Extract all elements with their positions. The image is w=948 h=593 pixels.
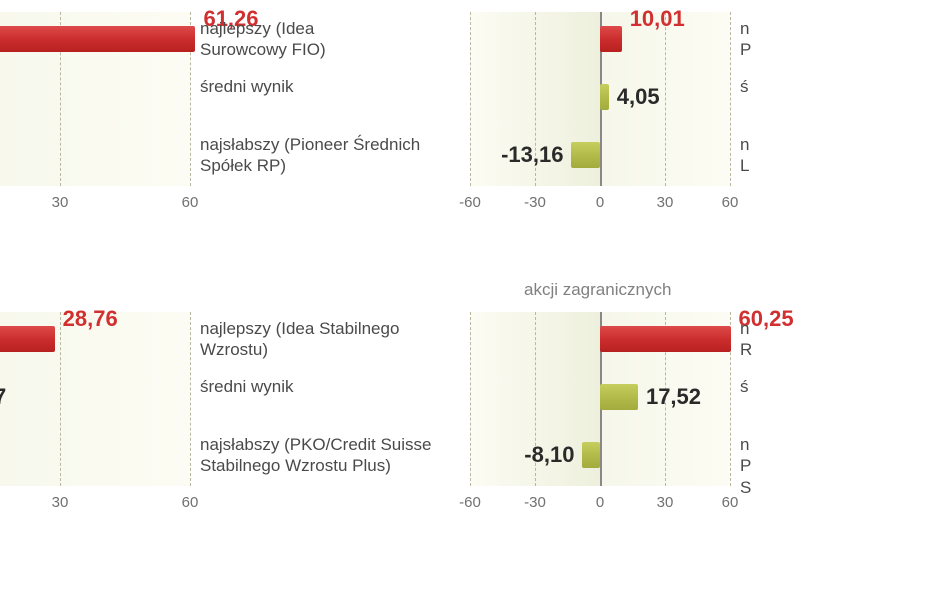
bar-best — [600, 326, 731, 352]
chart-area: 60,25nR17,52ś-8,10nPS — [470, 312, 730, 486]
bar — [600, 384, 638, 410]
chart-row — [0, 428, 190, 483]
grid-line — [190, 312, 191, 486]
x-axis: 3060 — [0, 488, 190, 516]
row-label: ś — [740, 76, 749, 97]
panel-tr: rynku pieniężnego10,01nP4,05ś-13,16nL-60… — [470, 0, 948, 216]
bar — [582, 442, 600, 468]
row-label: nP — [740, 18, 751, 61]
panel-tl: 61,26najlepszy (IdeaSurowcowy FIO)3,97 śr… — [0, 0, 410, 216]
tick-label: -30 — [524, 494, 546, 511]
chart-row: 17,52 — [470, 370, 730, 425]
bar-best — [0, 26, 195, 52]
chart-row: 10,01 — [470, 12, 730, 67]
chart-row: 60,25 — [470, 312, 730, 367]
chart-area: 28,76najlepszy (Idea StabilnegoWzrostu)5… — [0, 312, 190, 486]
tick-label: 30 — [657, 494, 674, 511]
row-label: najsłabszy (Pioneer ŚrednichSpółek RP) — [200, 134, 420, 177]
bar-best — [0, 326, 55, 352]
tick-label: 60 — [722, 194, 739, 211]
bar-best — [600, 26, 622, 52]
tick-label: -30 — [524, 194, 546, 211]
row-label: najlepszy (IdeaSurowcowy FIO) — [200, 18, 326, 61]
tick-label: 30 — [52, 194, 69, 211]
x-axis: -60-3003060 — [470, 188, 730, 216]
bar-value: 17,52 — [646, 384, 701, 410]
chart-row: -13,16 — [470, 128, 730, 183]
tick-label: 0 — [596, 194, 604, 211]
chart-row: 3,97 — [0, 70, 190, 125]
panel-bl: 28,76najlepszy (Idea StabilnegoWzrostu)5… — [0, 280, 410, 516]
row-label: najlepszy (Idea StabilnegoWzrostu) — [200, 318, 399, 361]
chart-row — [0, 128, 190, 183]
x-axis: -60-3003060 — [470, 488, 730, 516]
panel-title — [0, 280, 410, 306]
row-label: średni wynik — [200, 376, 294, 397]
tick-label: 60 — [182, 494, 199, 511]
tick-label: 60 — [182, 194, 199, 211]
bar-value: 28,76 — [63, 306, 118, 332]
chart-row: 5,87 — [0, 370, 190, 425]
row-label: najsłabszy (PKO/Credit SuisseStabilnego … — [200, 434, 431, 477]
panel-title: akcji zagranicznych — [520, 280, 948, 306]
bar-value: 10,01 — [630, 6, 685, 32]
chart-area: 61,26najlepszy (IdeaSurowcowy FIO)3,97śr… — [0, 12, 190, 186]
panel-br: akcji zagranicznych60,25nR17,52ś-8,10nPS… — [470, 280, 948, 516]
chart-row: 61,26 — [0, 12, 190, 67]
chart-area: 10,01nP4,05ś-13,16nL — [470, 12, 730, 186]
tick-label: -60 — [459, 194, 481, 211]
bar — [571, 142, 600, 168]
chart-row: -8,10 — [470, 428, 730, 483]
bar-value: 4,05 — [617, 84, 660, 110]
row-label: nPS — [740, 434, 751, 498]
row-label: średni wynik — [200, 76, 294, 97]
tick-label: 60 — [722, 494, 739, 511]
row-label: ś — [740, 376, 749, 397]
chart-row: 28,76 — [0, 312, 190, 367]
row-label: nL — [740, 134, 749, 177]
tick-label: 30 — [52, 494, 69, 511]
panel-title: rynku pieniężnego — [520, 0, 948, 6]
bar — [600, 84, 609, 110]
tick-label: 30 — [657, 194, 674, 211]
bar-value: -8,10 — [524, 442, 574, 468]
tick-label: -60 — [459, 494, 481, 511]
chart-row: 4,05 — [470, 70, 730, 125]
row-label: nR — [740, 318, 752, 361]
tick-label: 0 — [596, 494, 604, 511]
bar-value: -13,16 — [501, 142, 563, 168]
x-axis: 3060 — [0, 188, 190, 216]
bar-value: 5,87 — [0, 384, 6, 410]
grid-line — [730, 12, 731, 186]
